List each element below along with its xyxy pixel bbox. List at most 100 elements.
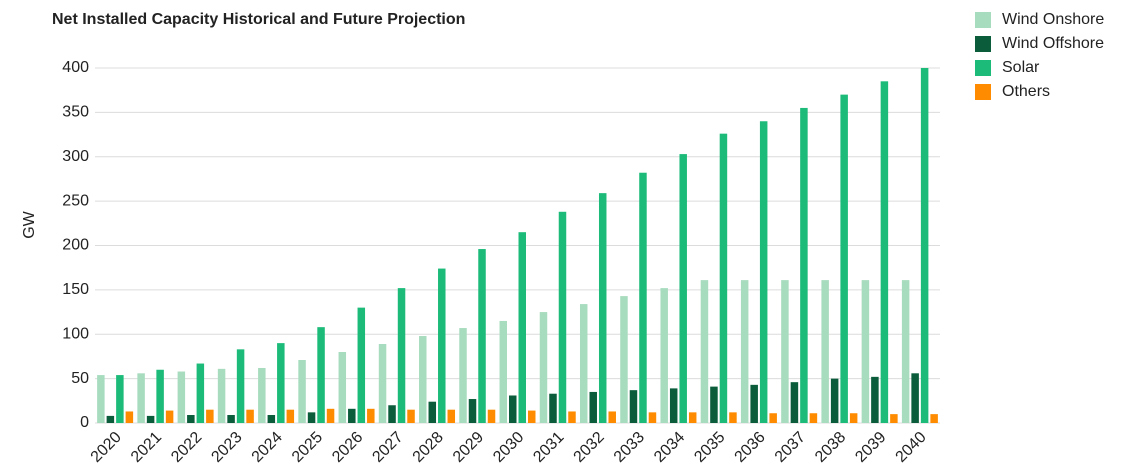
legend-label: Others [1002, 83, 1050, 100]
bar [478, 249, 486, 423]
bar [317, 327, 325, 423]
x-tick-label: 2023 [208, 429, 245, 466]
bar [648, 412, 657, 423]
bar [861, 280, 870, 423]
legend-label: Solar [1002, 59, 1040, 76]
y-tick-label: 200 [62, 237, 89, 254]
bar [589, 391, 597, 423]
y-tick-label: 300 [62, 148, 89, 165]
x-tick-label: 2034 [651, 429, 688, 466]
bar [367, 408, 375, 423]
x-tick-label: 2036 [732, 429, 769, 466]
bar [568, 411, 576, 423]
bar [930, 414, 938, 423]
bar [177, 371, 186, 423]
x-tick-label: 2030 [490, 429, 527, 466]
bar [688, 412, 697, 423]
bar [217, 368, 226, 423]
bar [267, 415, 276, 423]
bar [137, 373, 145, 423]
bar [97, 375, 105, 423]
bar [326, 408, 335, 423]
bar [639, 172, 647, 423]
bar [539, 312, 548, 423]
x-tick-label: 2026 [329, 429, 366, 466]
bar [911, 373, 919, 423]
bar [901, 280, 910, 423]
bar [509, 395, 517, 423]
bar [499, 320, 507, 423]
x-tick-label: 2027 [369, 429, 406, 466]
bar [378, 344, 387, 423]
bar [447, 409, 456, 423]
bar [840, 94, 848, 423]
bar [769, 413, 777, 423]
bar [407, 409, 415, 423]
bar [146, 415, 155, 423]
bar [438, 268, 446, 423]
bar [187, 415, 195, 423]
bar [125, 411, 134, 423]
bar [277, 343, 285, 423]
x-tick-label: 2025 [289, 429, 326, 466]
bar [608, 411, 616, 423]
bar [598, 193, 607, 423]
x-tick-label: 2020 [88, 429, 125, 466]
bar [750, 384, 758, 423]
bar [165, 410, 174, 423]
legend-swatch [975, 12, 991, 28]
bar [236, 349, 245, 423]
bar [487, 409, 496, 423]
bar [700, 280, 709, 423]
bar [871, 376, 879, 423]
bar [800, 107, 808, 423]
bar [348, 408, 356, 423]
bar [629, 390, 638, 423]
bar [821, 280, 829, 423]
legend-label: Wind Onshore [1002, 11, 1104, 28]
x-tick-label: 2031 [530, 429, 567, 466]
bar [669, 388, 678, 423]
y-axis-label: GW [21, 210, 38, 238]
bar [206, 409, 214, 423]
y-tick-label: 0 [80, 414, 89, 431]
bar [759, 121, 768, 423]
y-tick-label: 350 [62, 104, 89, 121]
bar [790, 382, 799, 423]
bar [298, 359, 306, 423]
x-tick-label: 2040 [893, 429, 930, 466]
x-tick-label: 2035 [691, 429, 728, 466]
bar [920, 68, 929, 423]
bar [719, 133, 728, 424]
bar [106, 415, 115, 423]
bar [286, 409, 295, 423]
y-tick-label: 400 [62, 59, 89, 76]
bar [549, 393, 557, 423]
bar [156, 369, 164, 423]
bar [579, 304, 588, 423]
legend-label: Wind Offshore [1002, 35, 1104, 52]
x-tick-label: 2037 [772, 429, 809, 466]
bar [258, 367, 266, 423]
bar [428, 401, 437, 423]
bar [388, 405, 396, 423]
legend-swatch [975, 60, 991, 76]
bar [468, 399, 477, 423]
bar [357, 307, 366, 423]
bar [518, 232, 526, 423]
bar [710, 386, 718, 423]
x-tick-label: 2028 [410, 429, 447, 466]
x-tick-label: 2039 [852, 429, 889, 466]
bar [809, 413, 818, 423]
bar [196, 363, 205, 423]
bar [849, 413, 858, 423]
bar [558, 211, 567, 423]
bar [246, 409, 254, 423]
bar [227, 415, 235, 423]
bar [880, 81, 889, 423]
bar [781, 280, 789, 423]
bar [620, 296, 628, 423]
x-tick-label: 2022 [168, 429, 205, 466]
x-tick-label: 2024 [249, 429, 286, 466]
